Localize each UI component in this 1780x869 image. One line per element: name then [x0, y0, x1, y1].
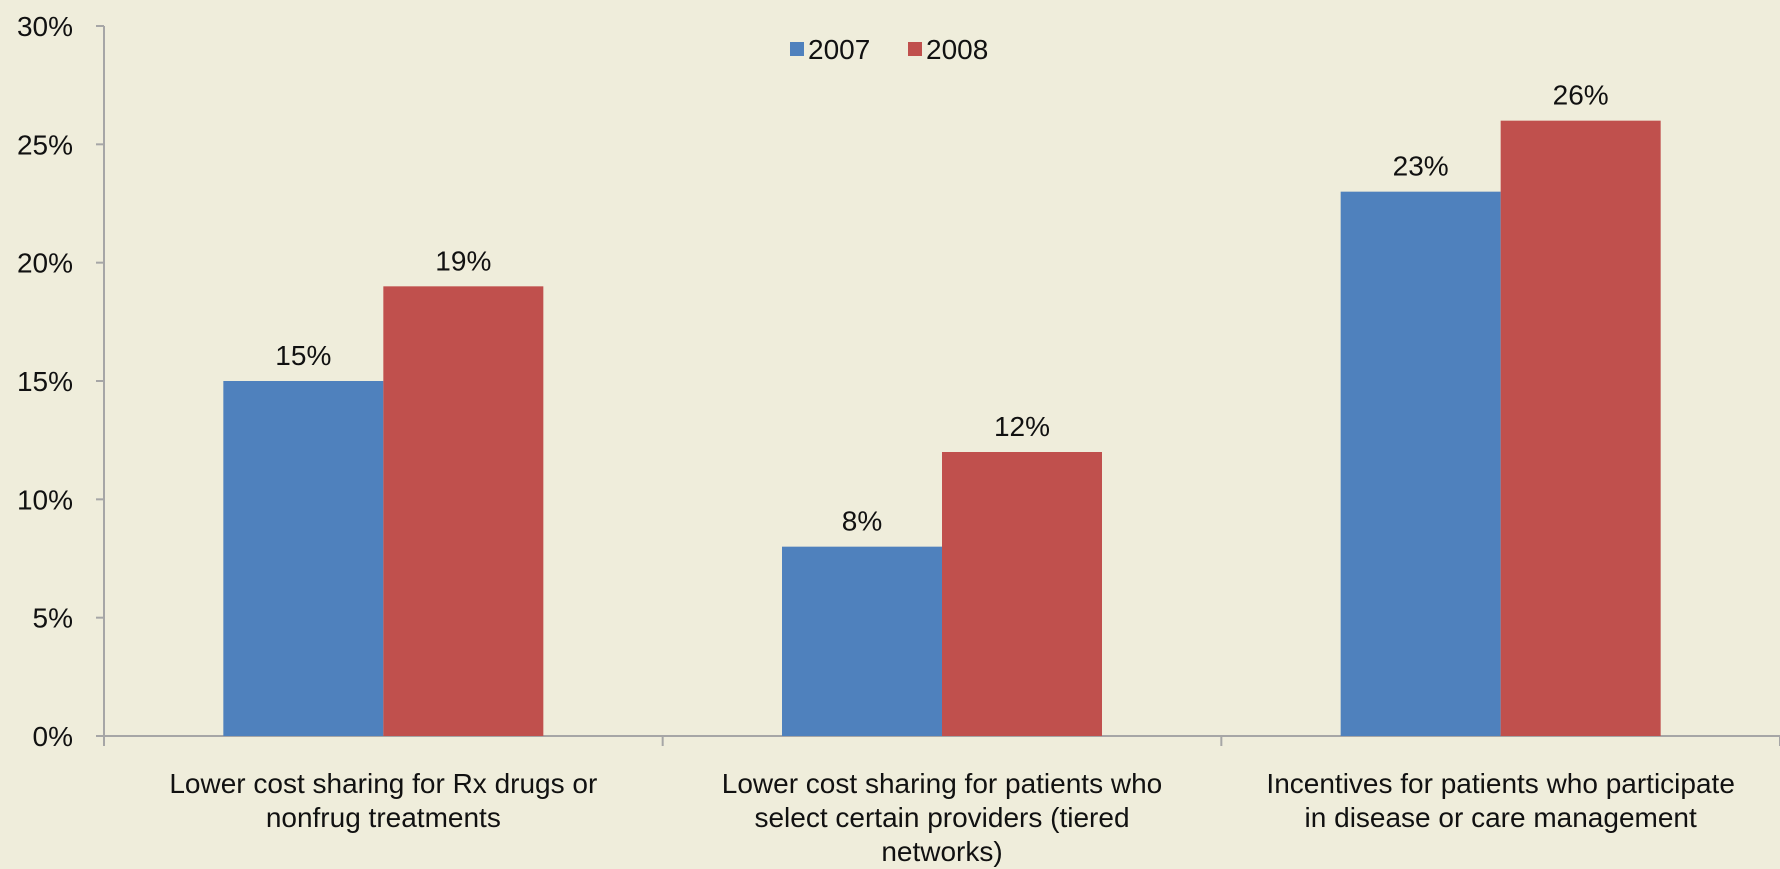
y-tick-label: 25%	[17, 129, 73, 160]
category-label-line: Incentives for patients who participate	[1266, 768, 1734, 799]
category-label: Incentives for patients who participate i…	[1266, 768, 1734, 833]
data-label: 8%	[842, 506, 882, 537]
bar-2008-3	[1500, 120, 1661, 736]
category-label-line: in disease or care management	[1305, 802, 1697, 833]
y-tick-label: 10%	[17, 484, 73, 515]
legend-swatch-2007	[790, 42, 804, 56]
bar-2008-2	[942, 452, 1102, 736]
x-axis-ticks	[103, 736, 1780, 746]
y-tick-label: 20%	[17, 248, 73, 279]
category-label: Lower cost sharing for patients who selec…	[722, 768, 1162, 867]
data-label: 19%	[435, 245, 491, 276]
legend-swatch-2008	[908, 42, 922, 56]
y-tick-label: 5%	[33, 603, 73, 634]
legend-label: 2008	[926, 34, 988, 65]
y-tick-label: 30%	[17, 11, 73, 42]
category-label-line: select certain providers (tiered	[754, 802, 1129, 833]
y-tick-label: 0%	[33, 721, 73, 752]
data-label: 23%	[1393, 151, 1449, 182]
data-label: 12%	[994, 411, 1050, 442]
data-label: 15%	[275, 340, 331, 371]
data-label: 26%	[1553, 80, 1609, 111]
bar-2007-3	[1340, 191, 1501, 736]
category-labels-group: Lower cost sharing for Rx drugs or nonfru…	[169, 768, 1735, 867]
bar-2008-1	[383, 286, 544, 736]
category-label-line: networks)	[881, 836, 1002, 867]
category-label-line: Lower cost sharing for patients who	[722, 768, 1162, 799]
y-tick-label: 15%	[17, 366, 73, 397]
legend-label: 2007	[808, 34, 870, 65]
data-labels-group: 15% 19% 8% 12% 23% 26%	[275, 80, 1608, 537]
y-axis-ticks: 0% 5% 10% 15% 20% 25% 30%	[17, 11, 104, 752]
bar-2007-2	[782, 546, 942, 736]
category-label: Lower cost sharing for Rx drugs or nonfru…	[169, 768, 597, 833]
bar-2007-1	[223, 381, 384, 736]
category-label-line: Lower cost sharing for Rx drugs or	[169, 768, 597, 799]
legend: 2007 2008	[790, 34, 988, 65]
bar-series-group	[223, 120, 1661, 736]
category-label-line: nonfrug treatments	[266, 802, 501, 833]
